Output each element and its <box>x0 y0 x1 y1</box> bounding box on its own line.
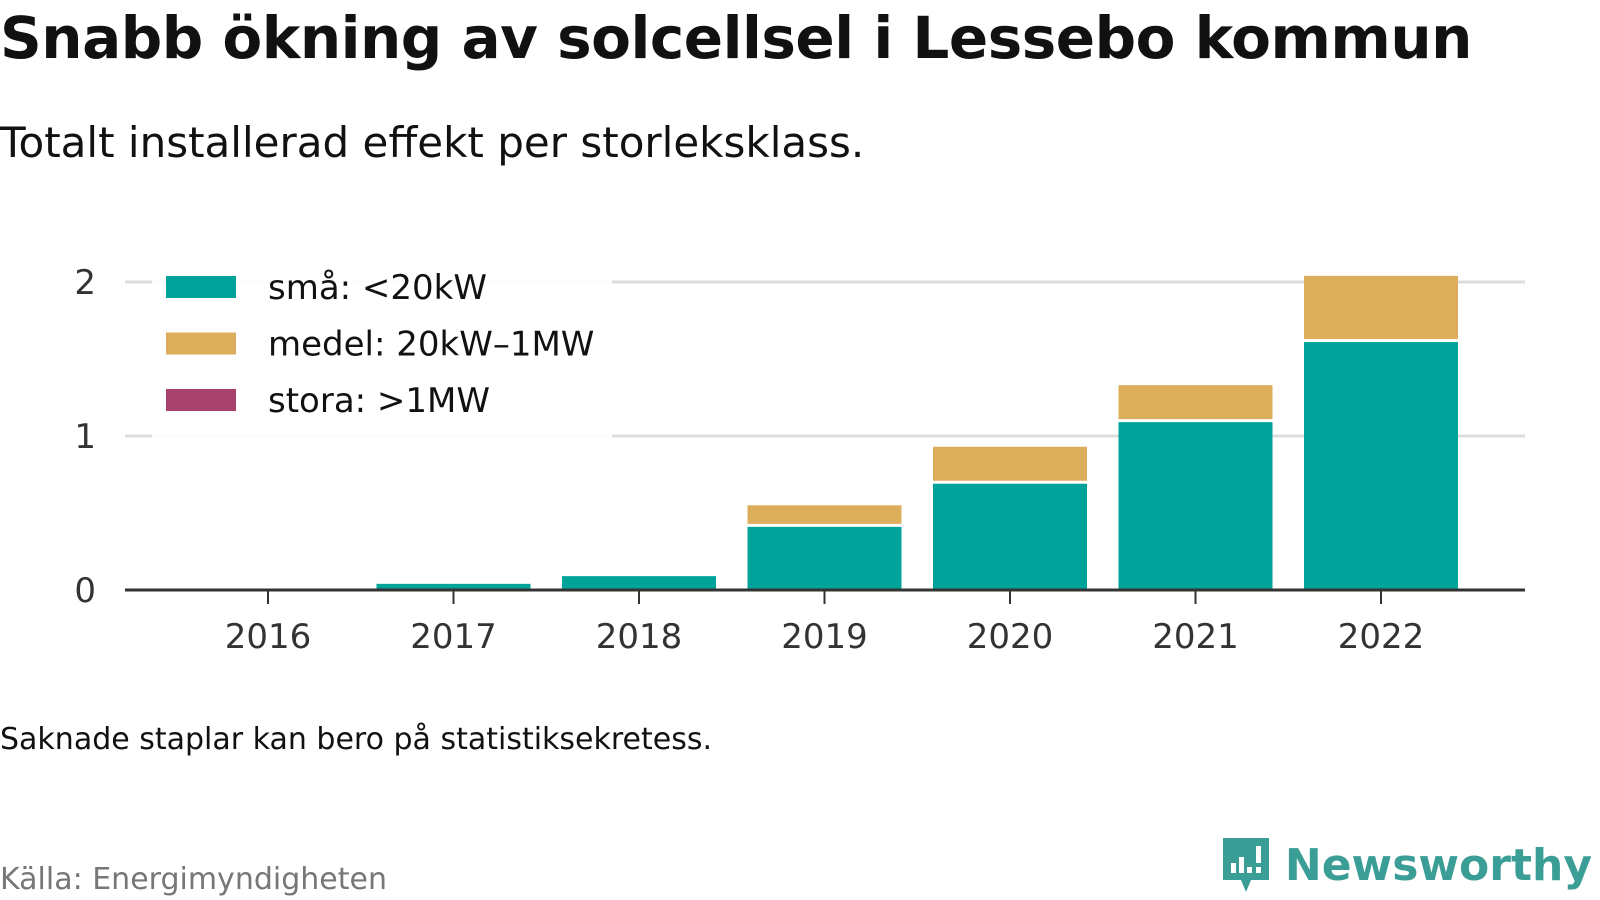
brand-name: Newsworthy <box>1284 839 1592 891</box>
legend-label: stora: >1MW <box>268 381 490 421</box>
chart-title: Snabb ökning av solcellsel i Lessebo kom… <box>0 4 1472 72</box>
brand-logo: Newsworthy <box>1221 836 1592 894</box>
bar-segment <box>933 483 1087 590</box>
x-tick-label: 2022 <box>1338 617 1425 657</box>
axes: 0 1 2 2016 2017 2018 2019 2020 2021 2022 <box>74 263 1525 657</box>
x-tick-label: 2018 <box>596 617 683 657</box>
bar-segment <box>1118 385 1273 420</box>
y-tick-label: 1 <box>74 417 96 457</box>
legend-label: medel: 20kW–1MW <box>268 325 594 365</box>
x-tick-label: 2021 <box>1152 617 1239 657</box>
x-tick-label: 2020 <box>967 617 1054 657</box>
newsworthy-logo-icon <box>1222 838 1269 892</box>
legend-swatch <box>166 332 236 355</box>
legend-swatch <box>166 389 236 411</box>
x-tick-label: 2016 <box>225 617 312 657</box>
bar-segment <box>933 446 1087 481</box>
bars <box>376 275 1458 590</box>
stacked-bar-chart: 0 1 2 2016 2017 2018 2019 2020 2021 2022 små: <20… <box>74 260 1525 657</box>
legend-label: små: <20kW <box>268 268 487 308</box>
legend-swatch <box>166 276 236 298</box>
x-tick-label: 2019 <box>781 617 868 657</box>
bar-segment <box>1304 275 1458 340</box>
chart-subtitle: Totalt installerad effekt per storlekskl… <box>0 118 865 167</box>
source-text: Källa: Energimyndigheten <box>0 862 387 897</box>
legend: små: <20kW medel: 20kW–1MW stora: >1MW <box>152 260 612 438</box>
y-tick-label: 2 <box>74 263 96 303</box>
y-tick-label: 0 <box>74 571 96 611</box>
bar-segment <box>1118 422 1273 590</box>
footnote: Saknade staplar kan bero på statistiksek… <box>0 722 713 757</box>
bar-segment <box>376 583 531 590</box>
x-tick-label: 2017 <box>410 617 497 657</box>
bar-segment <box>747 505 902 524</box>
bar-segment <box>747 526 902 590</box>
bar-segment <box>562 576 716 590</box>
bar-segment <box>1304 342 1458 590</box>
